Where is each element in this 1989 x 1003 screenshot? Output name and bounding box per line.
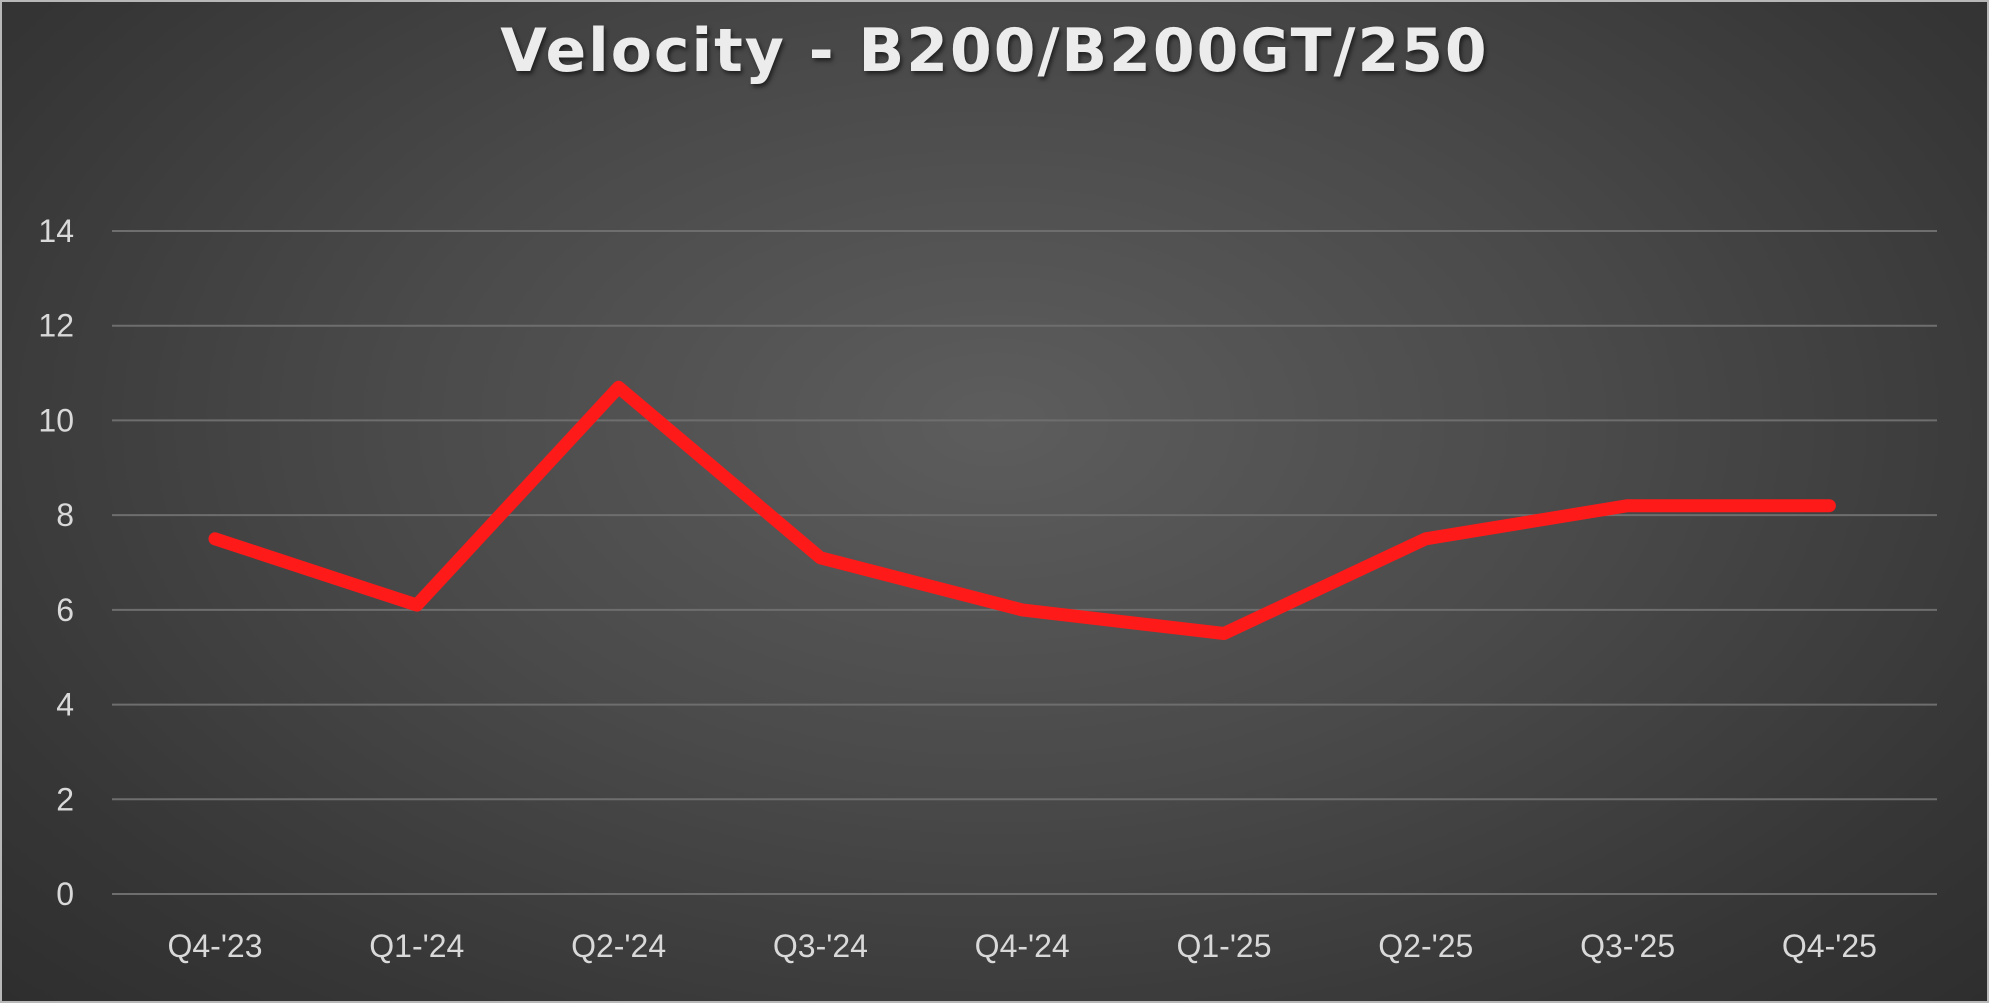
x-tick-label: Q2-'24 xyxy=(571,928,666,964)
y-tick-label: 2 xyxy=(56,781,74,817)
x-tick-label: Q3-'25 xyxy=(1580,928,1675,964)
y-tick-label: 12 xyxy=(38,308,74,344)
x-axis-tick-labels: Q4-'23 Q1-'24 Q2-'24 Q3-'24 Q4-'24 Q1-'25 Q2-'… xyxy=(167,928,1876,964)
x-tick-label: Q1-'24 xyxy=(369,928,464,964)
series-lines xyxy=(208,380,1836,640)
x-tick-label: Q3-'24 xyxy=(773,928,868,964)
chart-title: Velocity - B200/B200GT/250 xyxy=(500,16,1489,86)
x-tick-label: Q4-'24 xyxy=(975,928,1070,964)
x-tick-label: Q1-'25 xyxy=(1176,928,1271,964)
y-tick-label: 8 xyxy=(56,497,74,533)
x-tick-label: Q2-'25 xyxy=(1378,928,1473,964)
x-tick-label: Q4-'23 xyxy=(167,928,262,964)
y-tick-label: 6 xyxy=(56,592,74,628)
y-tick-label: 0 xyxy=(56,876,74,912)
y-tick-label: 14 xyxy=(38,213,74,249)
x-tick-label: Q4-'25 xyxy=(1782,928,1877,964)
gridlines xyxy=(112,230,1937,895)
series-line-0 xyxy=(208,380,1836,640)
y-axis-tick-labels: 0 2 4 6 8 10 12 14 xyxy=(38,213,74,912)
y-tick-label: 4 xyxy=(56,687,74,723)
y-tick-label: 10 xyxy=(38,402,74,438)
